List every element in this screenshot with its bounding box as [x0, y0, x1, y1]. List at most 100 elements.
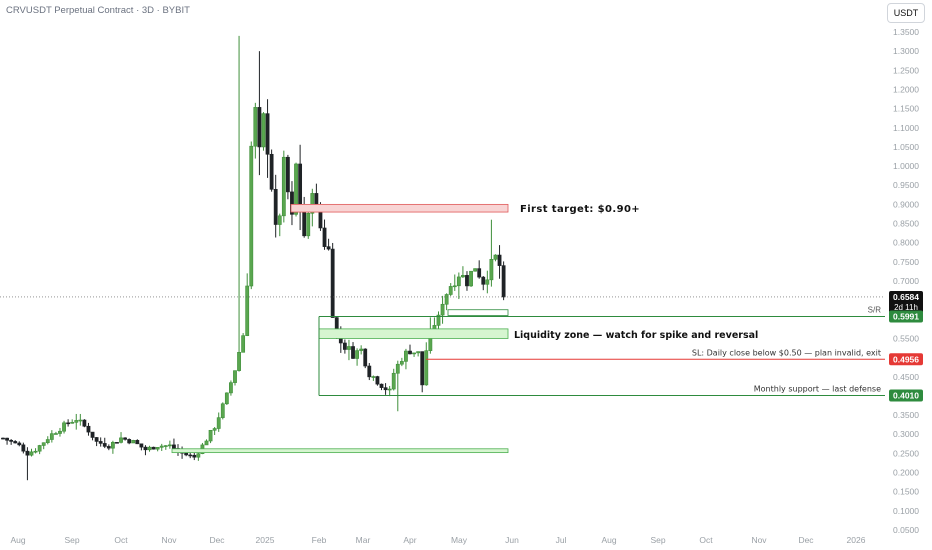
candle-body-up: [208, 429, 213, 442]
candle-body-up: [261, 113, 266, 148]
annotations: First target: $0.90+ S/R Liquidity zone — …: [0, 203, 885, 454]
monthly-support-label: Monthly support — last defense: [754, 385, 881, 394]
candle-body-up: [395, 363, 400, 374]
candle-body-down: [408, 350, 412, 355]
y-tick-label: 1.3500: [893, 27, 919, 37]
candle-body-up: [196, 453, 201, 458]
sr-price-tag-text: 0.5991: [893, 311, 919, 321]
candle-body-up: [281, 156, 286, 217]
candle-body-down: [420, 351, 425, 386]
candle-body-down: [375, 376, 380, 385]
candle-body-up: [54, 433, 58, 435]
stop-loss-price-tag: 0.4956: [889, 353, 923, 366]
candle-body-down: [5, 437, 9, 441]
candle-body-up: [147, 446, 152, 451]
candle-body-up: [489, 259, 494, 281]
monthly-support-price-tag-text: 0.4010: [893, 391, 919, 401]
candle-body-up: [62, 422, 66, 432]
y-tick-label: 0.5500: [893, 333, 919, 343]
candle-body-down: [477, 268, 482, 278]
candle-body-up: [371, 376, 376, 378]
candle-body-up: [436, 314, 441, 326]
monthly-support-price-tag: 0.4010: [889, 389, 923, 402]
x-tick-label: Mar: [356, 535, 371, 545]
x-tick-label: Dec: [209, 535, 225, 545]
candle-body-up: [347, 346, 351, 350]
candle-body-up: [249, 145, 254, 287]
candle-body-down: [367, 365, 372, 378]
candle-body-down: [257, 107, 262, 148]
candle-body-up: [391, 372, 396, 390]
candle-body-up: [416, 351, 421, 354]
sr-label: S/R: [868, 305, 882, 314]
candle-body-up: [167, 444, 172, 447]
y-tick-label: 0.9500: [893, 180, 919, 190]
bottom-accumulation-zone[interactable]: [171, 448, 509, 454]
candle-body-up: [452, 285, 457, 288]
candle-body-up: [224, 392, 229, 405]
stop-loss-price-tag-text: 0.4956: [893, 354, 919, 364]
candle-body-down: [192, 454, 197, 458]
candle-body-down: [25, 450, 30, 456]
x-tick-label: Aug: [601, 535, 616, 545]
candle-body-up: [212, 428, 217, 431]
y-tick-label: 0.1500: [893, 487, 919, 497]
sr-price-tag: 0.5991: [889, 310, 923, 323]
first-target-zone[interactable]: [290, 203, 509, 213]
candle-body-down: [330, 248, 335, 318]
candle-body-up: [306, 213, 311, 237]
candle-body-up: [485, 279, 490, 285]
x-tick-label: Nov: [161, 535, 177, 545]
candle-body-down: [82, 419, 87, 427]
candle-body-up: [310, 193, 315, 214]
candle-body-up: [253, 107, 258, 147]
candle-body-up: [277, 215, 282, 225]
candle-body-up: [448, 286, 453, 295]
candle-body-down: [322, 227, 327, 247]
candle-body-up: [469, 270, 473, 287]
x-tick-label: Jun: [505, 535, 519, 545]
candle-body-down: [285, 156, 290, 193]
candle-body-down: [123, 437, 128, 440]
candle-body-down: [13, 441, 18, 444]
candle-body-down: [363, 348, 368, 367]
x-tick-label: May: [451, 535, 468, 545]
candle-body-up: [119, 437, 123, 443]
candle-body-down: [102, 443, 107, 447]
liquidity-zone[interactable]: [318, 328, 509, 339]
candle-body-up: [440, 303, 445, 316]
candle-body-down: [326, 246, 331, 250]
candle-body-down: [184, 452, 189, 456]
candle-body-down: [172, 444, 176, 449]
candle-body-down: [139, 443, 144, 448]
candle-body-up: [233, 370, 237, 383]
x-tick-label: 2026: [847, 535, 866, 545]
y-axis: 1.3500 1.3000 1.2500 1.2000 1.1500 1.1000 1.05…: [893, 27, 919, 535]
y-tick-label: 0.3500: [893, 410, 919, 420]
candle-body-down: [86, 425, 91, 433]
candle-body-down: [17, 442, 22, 446]
candle-body-up: [473, 268, 478, 272]
x-tick-label: Jul: [556, 535, 567, 545]
candle-body-up: [241, 335, 246, 353]
candle-body-down: [501, 265, 506, 298]
candle-body-down: [98, 441, 103, 444]
candle-body-down: [135, 440, 140, 445]
y-tick-label: 0.9000: [893, 199, 919, 209]
candle-body-up: [456, 276, 461, 287]
candle-body-up: [220, 403, 225, 418]
candle-body-up: [41, 442, 46, 446]
candle-body-up: [110, 442, 115, 449]
candle-body-down: [481, 276, 486, 285]
candle-body-up: [493, 254, 498, 260]
candle-body-down: [127, 439, 132, 444]
currency-unit-button[interactable]: USDT: [887, 3, 925, 23]
candle-body-up: [74, 420, 79, 423]
y-tick-label: 1.0000: [893, 161, 919, 171]
x-tick-label: Sep: [650, 535, 665, 545]
candle-body-down: [66, 422, 71, 425]
candle-body-down: [465, 275, 469, 287]
candle-body-up: [155, 447, 160, 450]
candle-body-down: [265, 113, 270, 155]
